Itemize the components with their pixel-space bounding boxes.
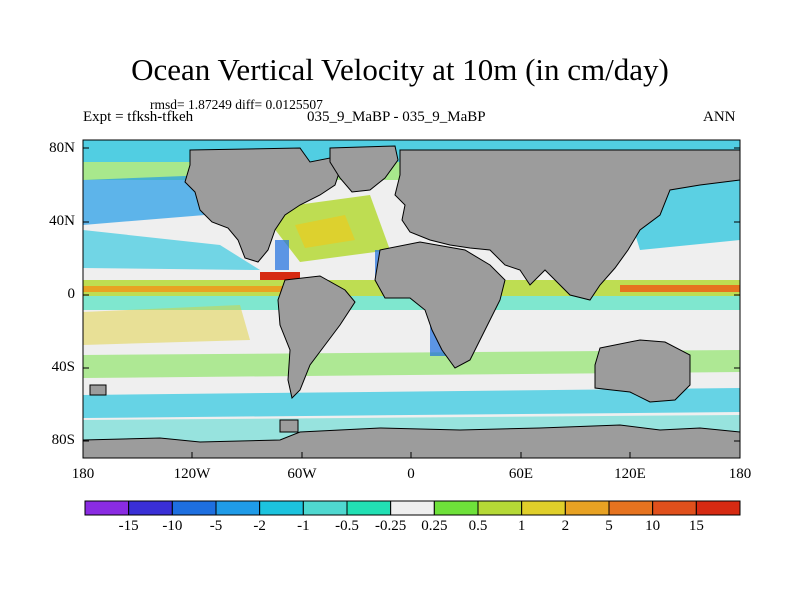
colorbar-box	[346, 500, 392, 516]
colorbar-label: -5	[209, 518, 223, 534]
equatorial-core-west	[620, 285, 740, 292]
coast-fringe-1	[275, 240, 289, 270]
equatorial-core-pacific	[83, 286, 293, 292]
colorbar-label: 2	[561, 518, 570, 534]
x-label-180e: 180	[728, 466, 752, 482]
map-field	[83, 140, 740, 458]
colorbar-box	[259, 500, 304, 516]
colorbar-label: 10	[645, 518, 661, 534]
colorbar-label: 0.25	[421, 518, 448, 534]
chart-title: Ocean Vertical Velocity at 10m (in cm/da…	[131, 52, 669, 87]
colorbar-label: 0.5	[468, 518, 488, 534]
colorbar-box	[390, 500, 435, 516]
colorbar-box	[695, 500, 741, 516]
colorbar-box	[652, 500, 697, 516]
colorbar-label: -2	[253, 518, 266, 534]
colorbar-box	[433, 500, 479, 516]
colorbar-label: -15	[118, 518, 139, 534]
spac-patch	[83, 305, 250, 345]
colorbar-box	[84, 500, 130, 516]
x-label-60e: 60E	[508, 466, 534, 482]
equatorial-hotspot	[260, 272, 300, 280]
landmass-greenland	[329, 145, 399, 193]
npac-sub-band	[83, 230, 260, 270]
colorbar-box	[608, 500, 654, 516]
x-label-120w: 120W	[173, 466, 211, 482]
x-label-180w: 180	[71, 466, 95, 482]
x-label-0: 0	[407, 466, 415, 482]
landmass-south-america	[277, 275, 356, 399]
landmass-new-zealand	[89, 384, 107, 396]
colorbar-label: 5	[605, 518, 613, 534]
landmass-antarctica	[83, 424, 740, 458]
colorbar	[84, 500, 741, 516]
colorbar-label: -0.5	[335, 518, 359, 534]
south-equatorial-band	[83, 296, 740, 310]
colorbar-box	[521, 500, 566, 516]
colorbar-box	[564, 500, 610, 516]
colorbar-box	[171, 500, 217, 516]
colorbar-label: 1	[517, 518, 526, 534]
colorbar-box	[215, 500, 261, 516]
land-masses	[83, 145, 740, 458]
x-label-120e: 120E	[614, 466, 646, 482]
colorbar-box	[477, 500, 523, 516]
experiment-label: Expt = tfksh-tfkeh	[83, 109, 194, 125]
x-label-60w: 60W	[287, 466, 317, 482]
y-label-40n: 40N	[49, 213, 75, 229]
landmass-africa	[374, 241, 506, 369]
landmass-peninsula	[279, 419, 299, 433]
colorbar-label: -1	[297, 518, 310, 534]
colorbar-label: -0.25	[375, 518, 407, 534]
y-label-0: 0	[67, 286, 76, 302]
season-label: ANN	[703, 109, 736, 125]
y-label-80n: 80N	[49, 140, 75, 156]
cases-label: 035_9_MaBP - 035_9_MaBP	[307, 109, 486, 125]
landmass-eurasia	[394, 149, 740, 301]
stats-text: rmsd= 1.87249 diff= 0.0125507	[150, 97, 323, 112]
landmass-australia	[594, 339, 691, 403]
southern-band-2	[83, 388, 740, 418]
southern-band-1	[83, 350, 740, 378]
colorbar-label: -10	[162, 518, 183, 534]
colorbar-box	[128, 500, 173, 516]
y-label-80s: 80S	[51, 432, 75, 448]
natl-core	[295, 215, 355, 248]
map-ticks	[82, 147, 741, 458]
colorbar-label: 15	[688, 518, 704, 534]
colorbar-box	[302, 500, 348, 516]
y-label-40s: 40S	[51, 359, 75, 375]
npac-west-patch	[83, 175, 210, 225]
